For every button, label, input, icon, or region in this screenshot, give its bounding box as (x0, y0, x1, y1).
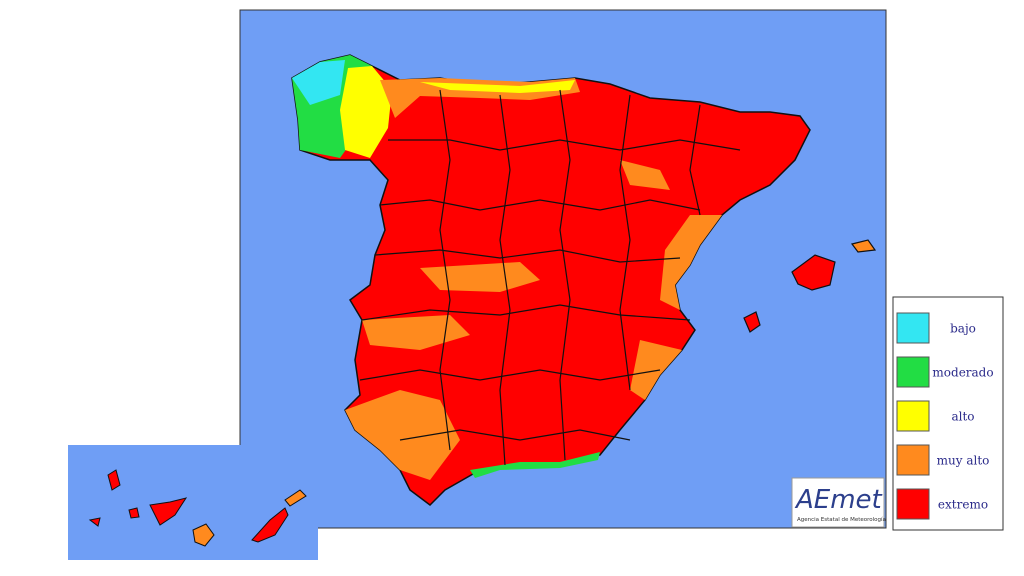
canary-inset (68, 445, 318, 560)
legend: bajo moderado alto muy alto extremo (892, 296, 1004, 531)
legend-label: bajo (950, 322, 976, 336)
mallorca (791, 254, 836, 291)
island (149, 497, 188, 526)
island (128, 507, 140, 519)
northeast-very-high (620, 160, 670, 190)
legend-label: extremo (938, 498, 988, 512)
logo: AEmet Agencia Estatal de Meteorología (791, 477, 886, 528)
south-very-high (345, 390, 460, 480)
north-high (420, 80, 575, 93)
legend-label: muy alto (937, 454, 990, 468)
inset-sea (68, 445, 318, 560)
center-very-high (420, 262, 540, 292)
legend-swatch (896, 312, 930, 344)
galicia-high (340, 66, 392, 158)
legend-swatch (896, 400, 930, 432)
menorca (850, 239, 877, 253)
island (284, 489, 307, 507)
ibiza (743, 311, 761, 333)
logo-name: AEmet (794, 485, 883, 515)
south-coast-moderate (470, 452, 600, 478)
legend-label: alto (951, 410, 974, 424)
province-borders (359, 89, 741, 466)
island (107, 469, 121, 491)
legend-swatch (896, 356, 930, 388)
island (251, 507, 289, 543)
island (88, 517, 101, 527)
legend-swatch (896, 444, 930, 476)
logo-box (791, 477, 885, 528)
east-very-high (660, 215, 722, 310)
mainland-map: AEmet Agencia Estatal de Meteorología (239, 9, 887, 529)
logo-subtitle: Agencia Estatal de Meteorología (797, 516, 886, 523)
island (192, 523, 215, 547)
legend-swatch (896, 488, 930, 520)
west-very-high (362, 315, 470, 350)
southeast-very-high (630, 340, 682, 400)
galicia-low (292, 60, 345, 105)
legend-label: moderado (932, 366, 993, 380)
